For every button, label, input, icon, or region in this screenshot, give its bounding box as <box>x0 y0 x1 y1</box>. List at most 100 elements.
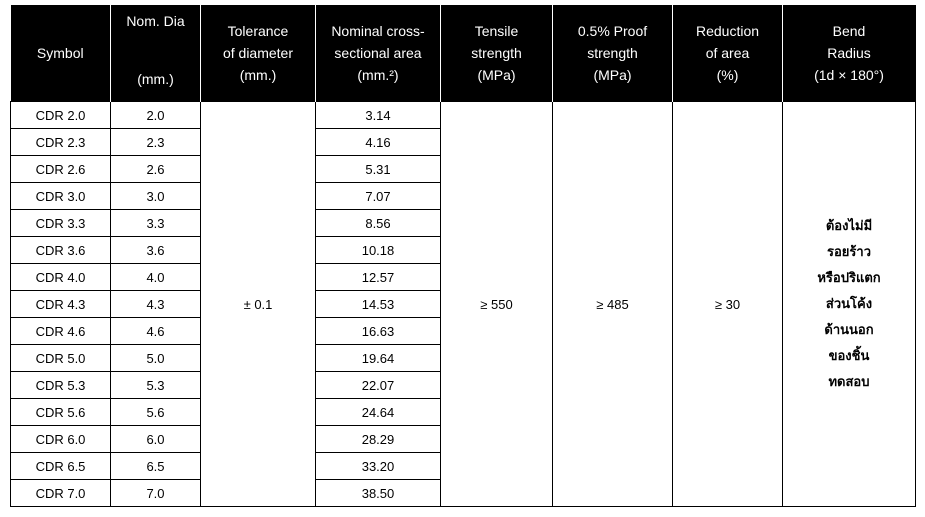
table-row: CDR 4.6 4.6 16.63 <box>10 317 916 345</box>
table-cell: CDR 3.6 <box>10 236 111 264</box>
table-row: CDR 3.6 3.6 10.18 <box>10 236 916 264</box>
table-cell: 8.56 <box>315 209 441 237</box>
header-text: sectional area <box>334 45 422 61</box>
header-text: (mm.) <box>239 67 277 83</box>
header-text: Nom. Dia <box>126 13 185 29</box>
table-cell: 2.6 <box>110 155 201 183</box>
header-text: (MPa) <box>593 67 632 83</box>
header-text: (mm.²) <box>357 67 399 83</box>
table-cell: 19.64 <box>315 344 441 372</box>
table-cell: CDR 2.0 <box>10 101 111 129</box>
table-cell: 2.0 <box>110 101 201 129</box>
header-lines: Reduction of area (%) <box>673 5 782 101</box>
table-cell: 3.0 <box>110 182 201 210</box>
table-cell: 5.0 <box>110 344 201 372</box>
table-cell: 3.6 <box>110 236 201 264</box>
header-lines: Bend Radius (1d × 180°) <box>783 5 915 101</box>
table-row: CDR 2.6 2.6 5.31 <box>10 155 916 183</box>
bend-radius-text: ทดสอบ <box>828 374 870 389</box>
table-cell: 28.29 <box>315 425 441 453</box>
table-cell: 6.5 <box>110 452 201 480</box>
header-text: (%) <box>716 67 739 83</box>
bend-radius-text: ต้องไม่มี <box>825 218 873 233</box>
table-row: CDR 4.0 4.0 12.57 <box>10 263 916 291</box>
table-cell: 3.3 <box>110 209 201 237</box>
table-cell: 10.18 <box>315 236 441 264</box>
header-text: (1d × 180°) <box>814 67 884 83</box>
table-cell: 24.64 <box>315 398 441 426</box>
table-cell: CDR 4.0 <box>10 263 111 291</box>
proof-strength-cell: ≥ 485 <box>552 101 673 507</box>
table-body: CDR 2.0 2.0 ± 0.1 3.14 ≥ 550 ≥ 485 ≥ 30 ต้องไม่… <box>10 101 916 507</box>
table-cell: 4.3 <box>110 290 201 318</box>
table-row: CDR 3.0 3.0 7.07 <box>10 182 916 210</box>
table-cell: CDR 4.6 <box>10 317 111 345</box>
table-cell: CDR 5.3 <box>10 371 111 399</box>
table-cell: 5.6 <box>110 398 201 426</box>
table-row: CDR 2.0 2.0 ± 0.1 3.14 ≥ 550 ≥ 485 ≥ 30 ต้องไม่… <box>10 101 916 507</box>
table-cell: 14.53 <box>315 290 441 318</box>
header-lines: Tensile strength (MPa) <box>441 5 552 101</box>
header-cell: Nominal cross-sectional area (mm.²) <box>315 5 441 102</box>
tensile-strength-cell: ≥ 550 <box>440 101 553 507</box>
table-cell: CDR 2.6 <box>10 155 111 183</box>
header-text: Bend <box>832 23 866 39</box>
header-text: 0.5% Proof <box>577 23 648 39</box>
table-cell: 33.20 <box>315 452 441 480</box>
table-cell: 7.0 <box>110 479 201 507</box>
header-cell: Tolerance of diameter (mm.) <box>200 5 316 102</box>
table-cell: CDR 7.0 <box>10 479 111 507</box>
table-cell: CDR 6.5 <box>10 452 111 480</box>
reduction-of-area-cell: ≥ 30 <box>672 101 783 507</box>
header-text: strength <box>471 45 522 61</box>
header-cell: Symbol <box>10 5 111 102</box>
table-cell: 3.14 <box>315 101 441 129</box>
table-cell: CDR 4.3 <box>10 290 111 318</box>
table-cell: 4.0 <box>110 263 201 291</box>
header-text: of diameter <box>222 45 294 61</box>
table-row: CDR 5.0 5.0 19.64 <box>10 344 916 372</box>
header-text: Nominal cross- <box>331 23 425 39</box>
spec-table: Symbol Nom. Dia (mm.) Tolerance of diameter (… <box>10 5 916 507</box>
table-cell: 38.50 <box>315 479 441 507</box>
header-text: strength <box>587 45 638 61</box>
table-cell: 6.0 <box>110 425 201 453</box>
table-row: CDR 2.3 2.3 4.16 <box>10 128 916 156</box>
header-cell: Bend Radius (1d × 180°) <box>782 5 916 102</box>
header-cell: Nom. Dia (mm.) <box>110 5 201 102</box>
header-text: Reduction <box>695 23 760 39</box>
table-cell: 5.3 <box>110 371 201 399</box>
table-row: CDR 5.3 5.3 22.07 <box>10 371 916 399</box>
table-cell: CDR 5.0 <box>10 344 111 372</box>
header-lines: Nominal cross-sectional area (mm.²) <box>316 5 440 101</box>
table-row: CDR 3.3 3.3 8.56 <box>10 209 916 237</box>
table-cell: CDR 5.6 <box>10 398 111 426</box>
header-text: (MPa) <box>477 67 516 83</box>
table-row: CDR 4.3 4.3 14.53 <box>10 290 916 318</box>
table-cell: 2.3 <box>110 128 201 156</box>
header-lines: Nom. Dia (mm.) <box>111 5 200 101</box>
table-cell: CDR 6.0 <box>10 425 111 453</box>
bend-radius-text: รอยร้าว <box>827 244 871 259</box>
header-text: (mm.) <box>137 71 174 87</box>
table-cell: 4.16 <box>315 128 441 156</box>
header-lines: Symbol <box>11 5 111 101</box>
header-text: Radius <box>827 45 871 61</box>
header-cell: Reduction of area (%) <box>672 5 783 102</box>
bend-radius-text: หรือปริแตก <box>817 270 881 285</box>
tolerance-cell: ± 0.1 <box>200 101 316 507</box>
header-row: Symbol Nom. Dia (mm.) Tolerance of diameter (… <box>10 5 916 102</box>
header-text: of area <box>705 45 750 61</box>
bend-radius-text: ด้านนอก <box>824 322 874 337</box>
header-text: Tolerance <box>227 23 289 39</box>
bend-radius-text: ของชิ้น <box>828 348 870 363</box>
table-cell: 16.63 <box>315 317 441 345</box>
table-wrap: Symbol Nom. Dia (mm.) Tolerance of diameter (… <box>10 5 916 507</box>
table-cell: CDR 2.3 <box>10 128 111 156</box>
header-cell: 0.5% Proof strength (MPa) <box>552 5 673 102</box>
bend-radius-cell: ต้องไม่มี รอยร้าว หรือปริแตก ส่วนโค้ง ด้านนอ… <box>782 101 916 507</box>
table-cell: 5.31 <box>315 155 441 183</box>
header-text: Tensile <box>474 23 519 39</box>
table-row: CDR 5.6 5.6 24.64 <box>10 398 916 426</box>
